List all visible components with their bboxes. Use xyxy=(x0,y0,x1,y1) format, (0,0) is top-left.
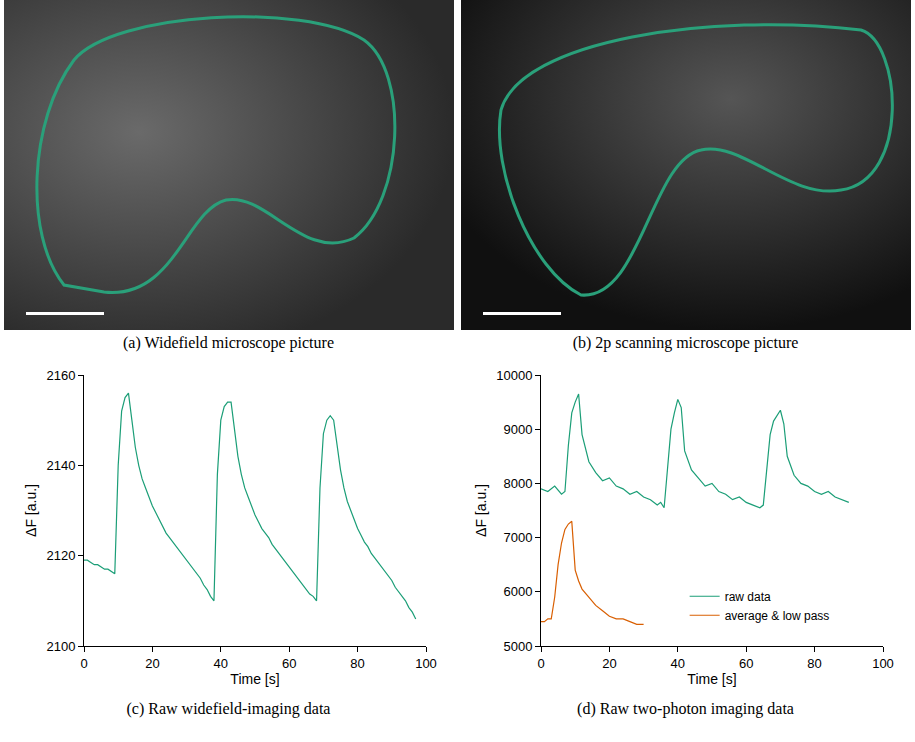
svg-text:0: 0 xyxy=(537,656,544,671)
svg-text:2140: 2140 xyxy=(46,458,75,473)
svg-text:40: 40 xyxy=(670,656,684,671)
svg-text:10000: 10000 xyxy=(496,368,532,383)
svg-text:8000: 8000 xyxy=(503,476,532,491)
html-text:(c) Raw widefield-imaging data: (c) Raw widefield-imaging data xyxy=(126,700,331,717)
svg-text:raw data: raw data xyxy=(724,590,770,604)
svg-text:7000: 7000 xyxy=(503,530,532,545)
svg-text:80: 80 xyxy=(350,656,364,671)
svg-text:ΔF [a.u.]: ΔF [a.u.] xyxy=(472,484,488,537)
svg-text:9000: 9000 xyxy=(503,422,532,437)
html-text:(a) Widefield microscope pictu: (a) Widefield microscope picture xyxy=(123,334,334,351)
html-text:(b) 2p scanning microscope pic: (b) 2p scanning microscope picture xyxy=(572,334,799,351)
svg-text:100: 100 xyxy=(415,656,437,671)
svg-text:40: 40 xyxy=(213,656,227,671)
svg-text:6000: 6000 xyxy=(503,584,532,599)
svg-text:2160: 2160 xyxy=(46,368,75,383)
svg-text:2120: 2120 xyxy=(46,548,75,563)
html-text:(d) Raw two-photon imaging dat: (d) Raw two-photon imaging data xyxy=(577,700,794,717)
svg-text:5000: 5000 xyxy=(503,639,532,654)
svg-text:60: 60 xyxy=(281,656,295,671)
svg-text:ΔF [a.u.]: ΔF [a.u.] xyxy=(23,484,39,537)
svg-text:0: 0 xyxy=(80,656,87,671)
svg-text:80: 80 xyxy=(807,656,821,671)
svg-text:2100: 2100 xyxy=(46,639,75,654)
svg-text:60: 60 xyxy=(738,656,752,671)
svg-text:20: 20 xyxy=(602,656,616,671)
svg-text:Time [s]: Time [s] xyxy=(687,671,736,687)
svg-text:average & low pass: average & low pass xyxy=(724,609,829,623)
svg-text:100: 100 xyxy=(872,656,894,671)
svg-text:20: 20 xyxy=(145,656,159,671)
svg-text:Time [s]: Time [s] xyxy=(230,671,279,687)
